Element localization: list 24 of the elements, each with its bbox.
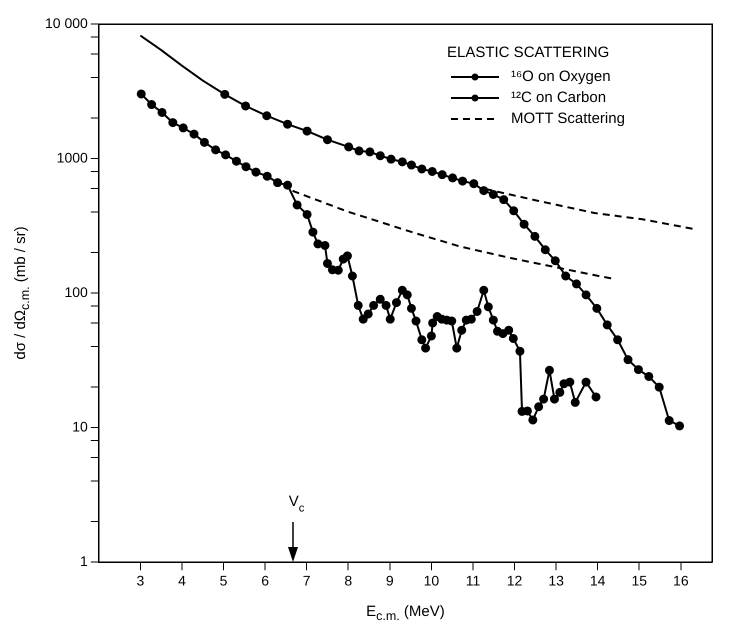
y-tick-label: 10 000 [44, 14, 88, 31]
x-tick-label: 8 [344, 572, 352, 588]
x-tick-label: 16 [673, 572, 689, 588]
x-tick-label: 5 [220, 572, 228, 588]
x-axis-title: E$_{c.m.}$ (MeV) [366, 603, 445, 623]
x-tick-label: 6 [261, 572, 270, 588]
y-tick-label: 10 [72, 418, 88, 435]
legend-label: MOTT Scattering [511, 109, 625, 129]
x-tick-label: 15 [631, 572, 648, 588]
y-tick-label: 1 [80, 553, 88, 570]
x-tick-label: 4 [178, 572, 186, 588]
x-tick-label: 11 [466, 572, 480, 588]
y-tick-label: 1000 [56, 149, 88, 166]
x-tick-label: 3 [136, 572, 144, 588]
x-tick-label: 14 [590, 572, 606, 588]
x-tick-label: 12 [506, 572, 523, 588]
legend-label: ¹⁶O on Oxygen [511, 67, 611, 87]
x-tick-label: 13 [548, 572, 564, 588]
x-tick-label: 10 [424, 572, 440, 588]
x-tick-label: 7 [302, 572, 311, 588]
legend-label: ¹²C on Carbon [511, 88, 606, 108]
x-tick-label: 9 [386, 572, 394, 588]
legend-title: ELASTIC SCATTERING [447, 43, 610, 63]
y-tick-label: 100 [64, 284, 88, 300]
